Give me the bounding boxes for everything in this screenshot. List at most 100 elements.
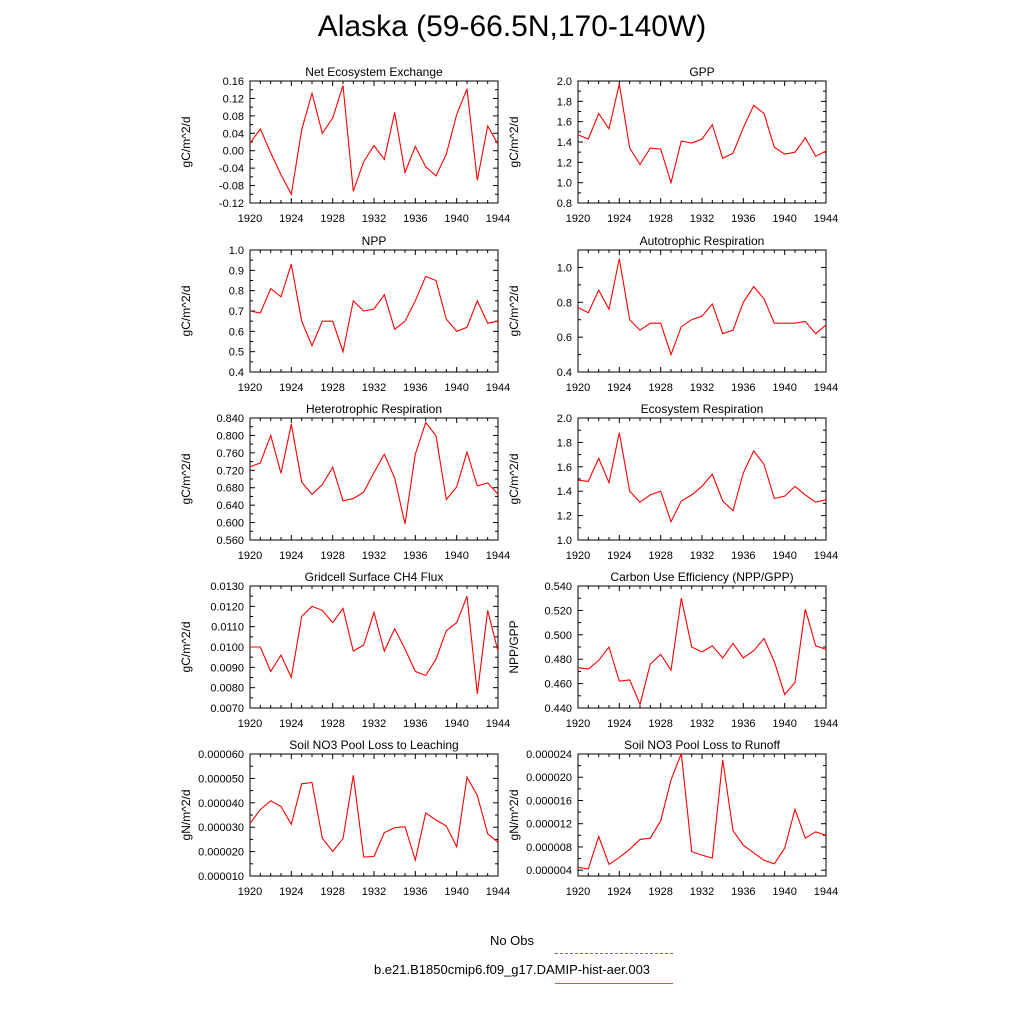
y-tick-label: 0.000024 (526, 749, 572, 761)
y-tick-label: 1.4 (557, 137, 572, 149)
x-tick-label: 1936 (731, 213, 755, 225)
x-tick-label: 1932 (690, 213, 714, 225)
y-tick-label: 0.000016 (526, 795, 572, 807)
plot-frame (577, 753, 827, 877)
x-tick-label: 1936 (731, 382, 755, 394)
x-tick-label: 1936 (403, 550, 427, 562)
x-tick-label: 1940 (444, 382, 468, 394)
y-tick-label: -0.08 (219, 181, 244, 193)
x-tick-label: 1940 (772, 213, 796, 225)
y-tick-label: 0.460 (544, 679, 572, 691)
x-tick-label: 1940 (444, 718, 468, 730)
chart-soil-no3-pool-loss-to-leaching: Soil NO3 Pool Loss to Leaching gN/m^2/d 19… (179, 738, 510, 898)
y-tick-label: 0.760 (216, 448, 244, 460)
x-tick-label: 1944 (814, 382, 838, 394)
x-tick-label: 1928 (320, 718, 344, 730)
y-axis-label: NPP/GPP (507, 620, 521, 673)
plot-frame (577, 80, 827, 204)
y-tick-label: 1.6 (557, 117, 572, 129)
x-tick-label: 1944 (486, 382, 510, 394)
x-tick-label: 1924 (279, 718, 303, 730)
y-tick-label: 0.8 (229, 286, 244, 298)
y-tick-label: 0.0110 (211, 622, 244, 634)
chart-title: Soil NO3 Pool Loss to Runoff (624, 738, 781, 752)
chart-autotrophic-respiration: Autotrophic Respiration gC/m^2/d 1920 1924 1… (507, 234, 838, 394)
chart-title: Autotrophic Respiration (640, 234, 765, 248)
plot-frame (577, 249, 827, 373)
y-tick-label: 0.000060 (198, 749, 244, 761)
x-tick-label: 1944 (486, 886, 510, 898)
x-tick-label: 1940 (444, 213, 468, 225)
x-tick-label: 1936 (403, 718, 427, 730)
x-tick-label: 1920 (566, 550, 590, 562)
x-tick-label: 1944 (814, 550, 838, 562)
legend-line-model (555, 983, 673, 984)
plot-frame (249, 80, 499, 204)
plot-frame (249, 417, 499, 541)
y-tick-label: 0.7 (229, 306, 244, 318)
chart-title: Ecosystem Respiration (641, 402, 764, 416)
y-tick-label: 0.4 (229, 367, 244, 379)
x-tick-label: 1932 (362, 718, 386, 730)
x-tick-label: 1924 (279, 382, 303, 394)
x-tick-label: 1928 (320, 382, 344, 394)
chart-ecosystem-respiration: Ecosystem Respiration gC/m^2/d 1920 1924 192… (507, 402, 838, 562)
x-tick-label: 1928 (648, 382, 672, 394)
x-tick-label: 1924 (607, 213, 631, 225)
x-tick-label: 1932 (690, 718, 714, 730)
y-tick-label: 0.08 (223, 111, 244, 123)
x-tick-label: 1924 (279, 213, 303, 225)
y-tick-label: 0.12 (223, 93, 244, 105)
y-tick-label: 2.0 (557, 413, 572, 425)
x-tick-label: 1936 (403, 213, 427, 225)
chart-title: GPP (689, 65, 714, 79)
chart-title: Gridcell Surface CH4 Flux (305, 570, 444, 584)
y-axis-label: gC/m^2/d (179, 286, 193, 337)
x-tick-label: 1924 (279, 550, 303, 562)
y-tick-label: 0.0080 (210, 683, 244, 695)
y-tick-label: 0.8 (557, 198, 572, 210)
plot-frame (249, 753, 499, 877)
x-tick-label: 1936 (403, 886, 427, 898)
x-tick-label: 1928 (320, 886, 344, 898)
y-tick-label: 0.500 (544, 630, 572, 642)
y-axis-label: gC/m^2/d (507, 286, 521, 337)
x-tick-label: 1944 (486, 550, 510, 562)
plot-frame (577, 417, 827, 541)
y-axis-label: gC/m^2/d (179, 117, 193, 168)
y-axis-label: gC/m^2/d (179, 622, 193, 673)
x-tick-label: 1936 (731, 550, 755, 562)
y-axis-label: gC/m^2/d (179, 454, 193, 505)
y-tick-label: 0.000030 (198, 822, 244, 834)
chart-title: Heterotrophic Respiration (306, 402, 442, 416)
series-line-0 (249, 85, 499, 197)
x-tick-label: 1944 (814, 718, 838, 730)
x-tick-label: 1940 (444, 550, 468, 562)
chart-npp: NPP gC/m^2/d 1920 1924 1928 1932 1936 1940 1944 0… (179, 234, 510, 394)
chart-title: NPP (362, 234, 387, 248)
y-tick-label: 1.0 (557, 262, 572, 274)
y-tick-label: 0.0070 (210, 703, 244, 715)
plot-frame (249, 249, 499, 373)
x-tick-label: 1920 (566, 886, 590, 898)
x-tick-label: 1920 (566, 718, 590, 730)
y-tick-label: 0.840 (216, 413, 244, 425)
y-tick-label: 0.800 (216, 430, 244, 442)
x-tick-label: 1920 (566, 213, 590, 225)
chart-soil-no3-pool-loss-to-runoff: Soil NO3 Pool Loss to Runoff gN/m^2/d 1920… (507, 738, 838, 898)
page-title: Alaska (59-66.5N,170-140W) (317, 10, 707, 43)
x-tick-label: 1920 (566, 382, 590, 394)
x-tick-label: 1932 (690, 382, 714, 394)
x-tick-label: 1928 (648, 718, 672, 730)
x-tick-label: 1920 (238, 382, 262, 394)
x-tick-label: 1932 (690, 550, 714, 562)
y-tick-label: 0.000008 (526, 842, 572, 854)
chart-heterotrophic-respiration: Heterotrophic Respiration gC/m^2/d 1920 192… (179, 402, 510, 562)
y-axis-label: gN/m^2/d (507, 790, 521, 841)
y-tick-label: 0.520 (544, 605, 572, 617)
y-tick-label: 0.000020 (526, 772, 572, 784)
x-tick-label: 1944 (814, 213, 838, 225)
x-tick-label: 1924 (279, 886, 303, 898)
x-tick-label: 1924 (607, 718, 631, 730)
y-tick-label: 0.0120 (210, 601, 244, 613)
